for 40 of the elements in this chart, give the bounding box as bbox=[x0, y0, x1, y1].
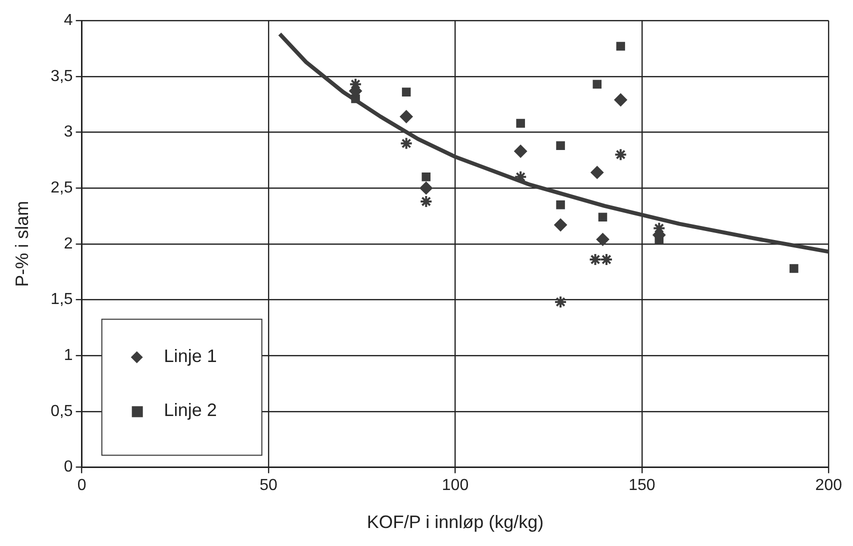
y-tick-label: 1,5 bbox=[50, 291, 73, 308]
point bbox=[614, 93, 628, 106]
point bbox=[554, 295, 568, 308]
point bbox=[790, 264, 798, 273]
y-tick-label: 1 bbox=[64, 346, 73, 364]
point bbox=[592, 80, 602, 89]
point bbox=[554, 218, 568, 232]
point bbox=[420, 194, 433, 208]
y-axis-title: P-% i slam bbox=[12, 200, 32, 287]
point bbox=[556, 141, 565, 150]
point bbox=[422, 172, 431, 182]
point bbox=[590, 166, 604, 179]
point bbox=[516, 118, 525, 128]
point bbox=[400, 110, 413, 124]
point bbox=[596, 232, 610, 246]
y-tick-label: 2 bbox=[64, 235, 73, 252]
point bbox=[588, 253, 602, 266]
point bbox=[614, 148, 628, 162]
y-tick-label: 4 bbox=[64, 12, 73, 30]
x-tick-label: 150 bbox=[628, 477, 656, 494]
x-tick-label: 100 bbox=[442, 477, 469, 494]
y-tick-label: 3 bbox=[64, 124, 73, 141]
point bbox=[556, 200, 565, 210]
point bbox=[420, 182, 433, 195]
x-tick-label: 0 bbox=[77, 477, 86, 494]
point bbox=[598, 212, 608, 222]
y-tick-label: 3,5 bbox=[50, 68, 73, 85]
x-tick-label: 50 bbox=[260, 477, 278, 494]
x-tick-label: 200 bbox=[815, 477, 842, 494]
point bbox=[400, 136, 413, 150]
point bbox=[616, 42, 626, 51]
point bbox=[402, 88, 411, 96]
legend-label: Linje 1 bbox=[164, 346, 217, 366]
x-axis-title: KOF/P i innløp (kg/kg) bbox=[366, 512, 544, 532]
y-tick-label: 0,5 bbox=[50, 402, 73, 420]
y-tick-label: 2,5 bbox=[50, 179, 73, 196]
point bbox=[600, 253, 613, 266]
point bbox=[514, 144, 528, 158]
legend-label: Linje 2 bbox=[164, 400, 217, 420]
y-tick-label: 0 bbox=[64, 458, 73, 476]
